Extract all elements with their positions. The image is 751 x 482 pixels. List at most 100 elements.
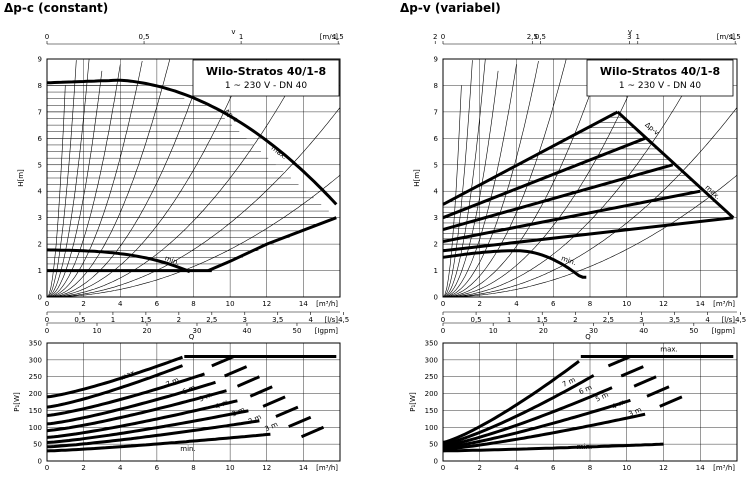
left-igpm-tick: 10 <box>93 327 102 335</box>
left-title-box <box>192 59 340 97</box>
left-system-curve <box>46 60 77 298</box>
left-p-xtick: 6 <box>155 464 160 472</box>
right-p-ytick: 50 <box>429 441 438 449</box>
right-max-curve <box>616 110 735 219</box>
left-max-curve <box>46 78 338 206</box>
left-power-label: max. <box>119 368 138 383</box>
left-ann-max: max. <box>270 144 289 161</box>
right-ls-tick: 2 <box>573 316 577 324</box>
left-p-xtick: 12 <box>262 464 271 472</box>
right-v-tick: 0 <box>441 33 445 41</box>
left-power-curve <box>46 419 260 449</box>
right-h-ytick: 7 <box>434 108 438 116</box>
left-p-ytick: 50 <box>33 441 42 449</box>
right-control-line <box>442 163 674 232</box>
left-h-ytick: 5 <box>38 161 42 169</box>
left-h-xtick: 2 <box>81 300 85 308</box>
right-ls-tick: 2,5 <box>603 316 614 324</box>
left-v-tick: 2,5 <box>527 33 538 41</box>
right-h-xlabel: [m³/h] <box>713 300 735 308</box>
left-system-curve <box>47 60 306 298</box>
left-power-dash <box>236 375 260 388</box>
right-ls-unit: [l/s] <box>722 316 736 324</box>
right-h-ytick: 4 <box>434 188 439 196</box>
left-h-ylabel: H[m] <box>17 169 25 187</box>
right-igpm-unit: [Igpm] <box>712 327 736 335</box>
right-ls-tick: 1 <box>507 316 511 324</box>
right-igpm-tick: 20 <box>539 327 548 335</box>
right-system-curve <box>443 107 738 298</box>
right-p-xlabel: [m³/h] <box>713 464 735 472</box>
left-lower-boundary <box>207 216 337 272</box>
right-h-xtick: 12 <box>659 300 668 308</box>
left-p-ytick: 300 <box>29 356 42 364</box>
right-p-ytick: 350 <box>425 340 438 348</box>
right-h-ytick: 3 <box>434 214 438 222</box>
left-p-ytick: 200 <box>29 390 42 398</box>
right-h-ytick: 5 <box>434 161 438 169</box>
left-min-curve <box>46 248 191 274</box>
left-v-label: v <box>231 28 235 36</box>
right-system-curve <box>442 59 567 298</box>
right-control-line <box>442 136 646 220</box>
left-system-curve <box>46 70 103 298</box>
left-power-label: 5 m <box>198 391 214 404</box>
left-power-curve <box>46 364 184 409</box>
right-h-ytick: 9 <box>434 56 438 64</box>
right-ls-tick: 0,5 <box>471 316 482 324</box>
right-power-dash <box>633 375 657 388</box>
left-v-tick: 3 <box>627 33 631 41</box>
right-p-ytick: 0 <box>434 458 438 466</box>
right-system-curve <box>442 60 473 298</box>
left-ls-tick: 3,5 <box>272 316 283 324</box>
right-power-label: min. <box>577 443 592 451</box>
left-power-curve <box>46 399 238 439</box>
left-h-ytick: 8 <box>38 82 42 90</box>
right-h-xtick: 0 <box>441 300 445 308</box>
right-p-ytick: 100 <box>425 424 438 432</box>
left-h-xtick: 14 <box>299 300 308 308</box>
right-p-xtick: 14 <box>696 464 705 472</box>
right-ls-tick: 0 <box>441 316 445 324</box>
left-p-qlabel: Q <box>189 333 195 341</box>
right-p-ytick: 150 <box>425 407 438 415</box>
right-power-dash <box>620 365 644 378</box>
right-system-curve <box>443 62 602 298</box>
left-v-tick: 0 <box>45 33 49 41</box>
left-igpm-unit: [Igpm] <box>315 327 339 335</box>
left-p-ylabel: P₁[W] <box>13 392 21 412</box>
left-ls-tick: 1,5 <box>140 316 151 324</box>
left-ls-tick: 0,5 <box>74 316 85 324</box>
left-p-xtick: 14 <box>299 464 308 472</box>
left-p-xlabel: [m³/h] <box>316 464 338 472</box>
right-v-tick: 1,5 <box>730 33 741 41</box>
right-igpm-tick: 40 <box>639 327 648 335</box>
right-control-line <box>442 216 734 253</box>
right-h-ytick: 0 <box>434 294 438 302</box>
left-p-ytick: 350 <box>29 340 42 348</box>
left-h-xtick: 12 <box>262 300 271 308</box>
right-v-label: v <box>628 28 632 36</box>
left-v-tick: 1,5 <box>333 33 344 41</box>
right-h-xtick: 2 <box>478 300 482 308</box>
left-h-xtick: 8 <box>191 300 195 308</box>
right-power-dash <box>607 355 631 368</box>
left-system-curve <box>46 64 121 298</box>
right-system-curve <box>443 60 703 298</box>
right-power-curve <box>442 442 664 453</box>
left-p-xtick: 0 <box>45 464 49 472</box>
left-power-label: 3 m <box>264 420 280 433</box>
right-h-xtick: 8 <box>588 300 592 308</box>
left-h-xtick: 10 <box>226 300 235 308</box>
left-system-curve <box>47 107 341 298</box>
left-h-ytick: 3 <box>38 214 42 222</box>
right-power-curve <box>442 374 595 446</box>
left-p-ytick: 250 <box>29 373 42 381</box>
right-ls-tick: 1,5 <box>537 316 548 324</box>
right-ls-tick: 3,5 <box>669 316 680 324</box>
left-power-dash <box>224 365 248 378</box>
right-p-xtick: 0 <box>441 464 445 472</box>
left-ls-tick: 3 <box>243 316 247 324</box>
left-ls-tick: 2,5 <box>206 316 217 324</box>
